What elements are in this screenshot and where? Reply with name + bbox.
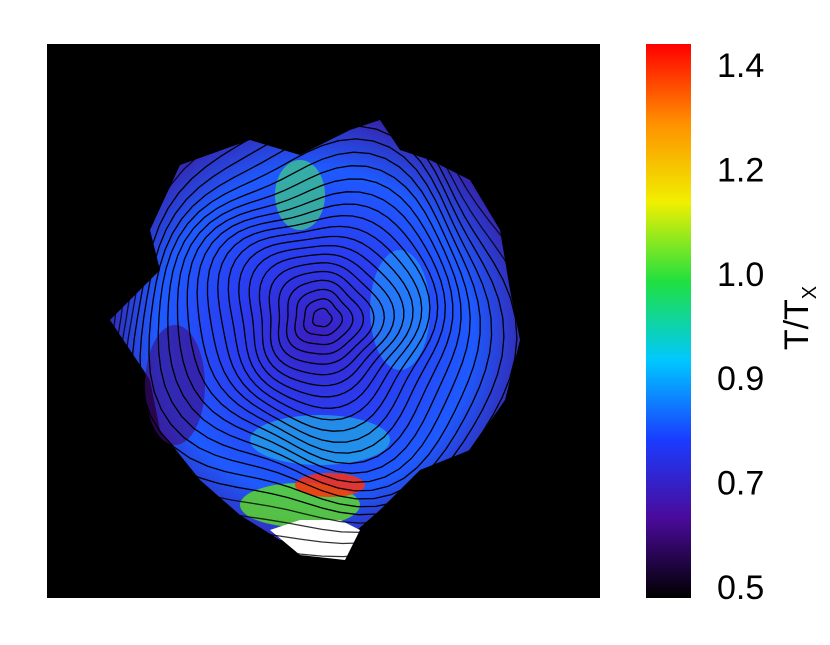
contour-line bbox=[100, 53, 582, 573]
colorbar-tick-label: 0.7 bbox=[717, 465, 764, 503]
hot-region bbox=[270, 520, 360, 560]
colorbar-tick-label: 1.2 bbox=[717, 151, 764, 189]
contour-line bbox=[312, 307, 333, 328]
contour-line bbox=[95, 45, 593, 589]
colorbar-label: T/TX bbox=[778, 286, 821, 350]
colorbar-tick-label: 1.4 bbox=[717, 47, 764, 85]
contours bbox=[95, 45, 593, 589]
colorbar bbox=[646, 44, 691, 598]
colorbar-label-sub: X bbox=[799, 286, 821, 299]
contour-line bbox=[217, 214, 431, 432]
contour-line bbox=[110, 69, 557, 545]
colorbar-tick-label: 0.5 bbox=[717, 569, 764, 607]
contour-line bbox=[157, 138, 481, 492]
contour-line bbox=[176, 165, 462, 474]
contour-line bbox=[186, 178, 454, 465]
contour-line bbox=[148, 125, 493, 500]
colorbar-tick-label: 1.0 bbox=[717, 256, 764, 294]
contour-line bbox=[303, 298, 344, 337]
cool-region bbox=[145, 325, 205, 445]
contour-line bbox=[131, 100, 518, 516]
contour-line bbox=[268, 262, 385, 376]
contour-line bbox=[196, 191, 446, 454]
contour-line bbox=[206, 203, 439, 443]
colorbar-label-main: T/T bbox=[778, 299, 816, 350]
temperature-map bbox=[110, 120, 520, 545]
contour-line bbox=[105, 61, 570, 558]
contour-line bbox=[139, 113, 505, 508]
contour-line bbox=[277, 270, 375, 365]
contour-line bbox=[227, 225, 423, 421]
contour-line bbox=[248, 244, 405, 398]
contour-line bbox=[123, 89, 531, 524]
contour-line bbox=[116, 79, 544, 534]
contour-line bbox=[258, 253, 395, 387]
contour-line bbox=[294, 288, 354, 346]
contour-line bbox=[167, 151, 471, 484]
colorbar-tick-label: 0.9 bbox=[717, 360, 764, 398]
colorbar-ticks: 0.5 0.7 0.9 1.0 1.2 1.4 bbox=[717, 47, 764, 607]
map bbox=[47, 44, 600, 598]
contour-line bbox=[285, 279, 365, 355]
contour-line bbox=[238, 235, 414, 409]
warm-region bbox=[370, 250, 430, 370]
